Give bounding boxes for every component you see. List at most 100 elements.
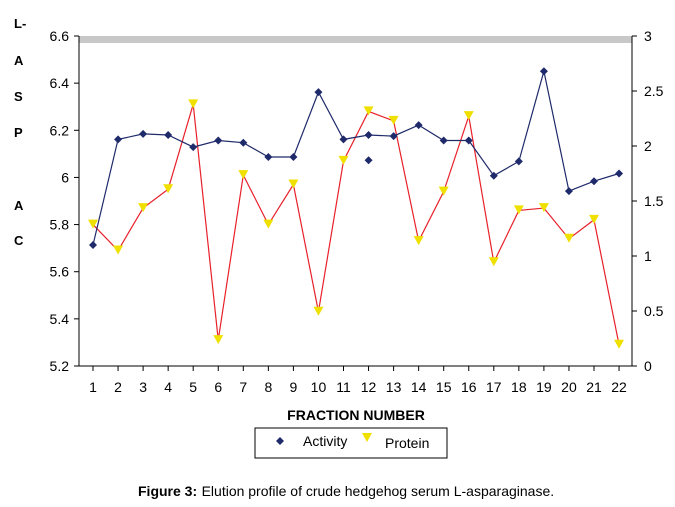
activity-point (464, 136, 473, 145)
legend-protein-label: Protein (385, 435, 429, 451)
left-tick-label: 5.4 (50, 311, 70, 327)
x-tick-label: 3 (139, 379, 147, 395)
activity-point (89, 241, 97, 249)
x-tick-label: 12 (361, 379, 377, 395)
activity-point (514, 157, 523, 166)
ylabel-letter-a2: A (14, 198, 24, 213)
x-tick-label: 15 (436, 379, 452, 395)
activity-point (414, 121, 423, 130)
activity-point (264, 153, 273, 161)
activity-extra-point (364, 156, 373, 165)
activity-point (590, 177, 598, 186)
protein-point (589, 214, 599, 224)
protein-point (438, 186, 449, 196)
protein-point (113, 245, 124, 255)
legend-protein-marker (362, 433, 372, 442)
activity-point (189, 143, 198, 152)
ylabel-letter-s: S (14, 89, 23, 104)
activity-point (339, 135, 348, 144)
x-tick-label: 19 (536, 379, 552, 395)
activity-point (139, 129, 148, 138)
legend-activity-marker (276, 437, 284, 445)
x-tick-label: 17 (486, 379, 502, 395)
series-activity (89, 67, 624, 249)
x-tick-label: 4 (164, 379, 172, 395)
activity-point (164, 131, 173, 139)
x-tick-label: 13 (386, 379, 402, 395)
activity-point (289, 153, 298, 161)
protein-point (163, 184, 174, 194)
x-tick-label: 1 (89, 379, 97, 395)
ylabel-letter-l: L- (14, 16, 26, 31)
protein-point (238, 170, 249, 180)
left-tick-label: 6.6 (50, 28, 70, 44)
activity-point (314, 88, 323, 97)
right-tick-label: 0 (644, 358, 652, 374)
y-axis-letter-label: L- A S P A C (14, 16, 26, 248)
plot-top-band (79, 36, 632, 43)
left-tick-label: 5.6 (50, 264, 70, 280)
left-axis-ticks: 5.2 5.4 5.6 5.8 6 6.2 6.4 6.6 (50, 28, 79, 374)
protein-point (188, 99, 199, 109)
right-tick-label: 1.5 (644, 193, 664, 209)
left-tick-label: 6.2 (50, 122, 70, 138)
activity-point (489, 171, 498, 180)
x-tick-label: 8 (264, 379, 272, 395)
protein-point (213, 335, 224, 345)
right-tick-label: 0.5 (644, 303, 664, 319)
protein-point (313, 306, 324, 316)
activity-line (92, 71, 620, 246)
x-tick-label: 6 (214, 379, 222, 395)
left-tick-label: 5.2 (50, 358, 70, 374)
protein-point (538, 203, 549, 213)
x-tick-label: 21 (586, 379, 602, 395)
left-tick-label: 5.8 (50, 217, 70, 233)
ylabel-letter-c: C (14, 233, 24, 248)
ylabel-letter-a1: A (14, 53, 24, 68)
protein-point (488, 257, 499, 267)
x-tick-label: 9 (290, 379, 298, 395)
protein-point (88, 219, 98, 229)
x-tick-label: 2 (114, 379, 122, 395)
right-axis-ticks: 0 0.5 1 1.5 2 2.5 3 (632, 28, 664, 374)
activity-point (615, 169, 624, 178)
figure-caption: Figure 3: Elution profile of crude hedge… (138, 483, 554, 500)
protein-point (363, 106, 374, 116)
x-axis-ticks: 1 2 3 4 5 6 7 8 9 10 11 12 13 14 15 16 17 18 19 20 21 22 (89, 366, 627, 395)
caption-text: Elution profile of crude hedgehog serum … (202, 483, 555, 499)
x-tick-label: 7 (239, 379, 247, 395)
protein-point (463, 111, 474, 121)
activity-point (364, 131, 373, 139)
activity-point (114, 135, 123, 144)
protein-point (338, 155, 349, 165)
activity-point (389, 132, 398, 141)
x-tick-label: 22 (611, 379, 627, 395)
activity-point (564, 187, 573, 196)
right-tick-label: 1 (644, 248, 652, 264)
x-tick-label: 20 (561, 379, 577, 395)
x-tick-label: 10 (311, 379, 327, 395)
x-axis-title: FRACTION NUMBER (287, 407, 425, 423)
series-protein (88, 99, 625, 349)
protein-point (614, 339, 625, 349)
legend-box (254, 427, 448, 459)
x-tick-label: 5 (189, 379, 197, 395)
protein-line (92, 104, 620, 345)
x-tick-label: 18 (511, 379, 527, 395)
protein-point (563, 233, 574, 243)
x-tick-label: 14 (411, 379, 427, 395)
protein-point (138, 203, 149, 213)
activity-point (214, 136, 223, 145)
x-tick-label: 11 (336, 379, 351, 395)
legend: Activity Protein (254, 427, 448, 459)
right-tick-label: 2 (644, 138, 652, 154)
protein-point (513, 205, 524, 215)
activity-point (539, 67, 548, 76)
left-tick-label: 6.4 (50, 75, 70, 91)
protein-point (388, 115, 399, 125)
activity-point (439, 136, 448, 145)
ylabel-letter-p: P (14, 125, 23, 140)
x-tick-label: 16 (461, 379, 477, 395)
right-tick-label: 3 (644, 28, 652, 44)
